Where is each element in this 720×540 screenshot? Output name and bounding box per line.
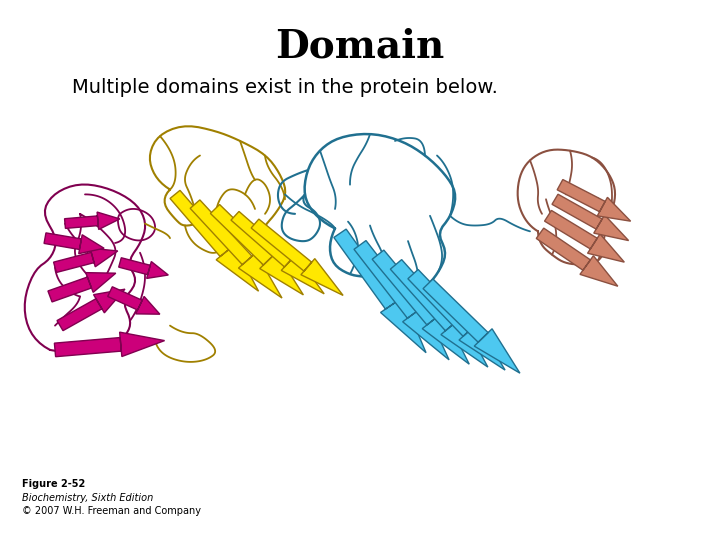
Polygon shape	[423, 279, 520, 373]
Text: Domain: Domain	[275, 27, 445, 65]
Polygon shape	[44, 233, 104, 254]
Polygon shape	[334, 229, 426, 353]
Polygon shape	[408, 269, 505, 370]
Polygon shape	[170, 190, 258, 291]
Text: Multiple domains exist in the protein below.: Multiple domains exist in the protein be…	[72, 78, 498, 97]
Polygon shape	[552, 194, 629, 241]
Polygon shape	[55, 332, 165, 357]
Polygon shape	[251, 219, 343, 295]
Polygon shape	[557, 179, 631, 221]
Polygon shape	[354, 240, 449, 360]
Polygon shape	[48, 273, 116, 302]
Polygon shape	[57, 289, 125, 330]
Polygon shape	[390, 260, 488, 367]
Polygon shape	[65, 212, 120, 230]
Text: Figure 2-52: Figure 2-52	[22, 478, 85, 489]
Text: Biochemistry, Sixth Edition: Biochemistry, Sixth Edition	[22, 493, 153, 503]
Polygon shape	[231, 212, 324, 294]
Polygon shape	[190, 200, 282, 298]
Polygon shape	[108, 287, 160, 314]
Text: © 2007 W.H. Freeman and Company: © 2007 W.H. Freeman and Company	[22, 506, 201, 516]
Polygon shape	[544, 211, 624, 262]
Polygon shape	[119, 258, 168, 279]
Polygon shape	[372, 250, 469, 364]
Polygon shape	[53, 248, 118, 273]
Polygon shape	[210, 205, 303, 295]
Polygon shape	[536, 228, 618, 286]
